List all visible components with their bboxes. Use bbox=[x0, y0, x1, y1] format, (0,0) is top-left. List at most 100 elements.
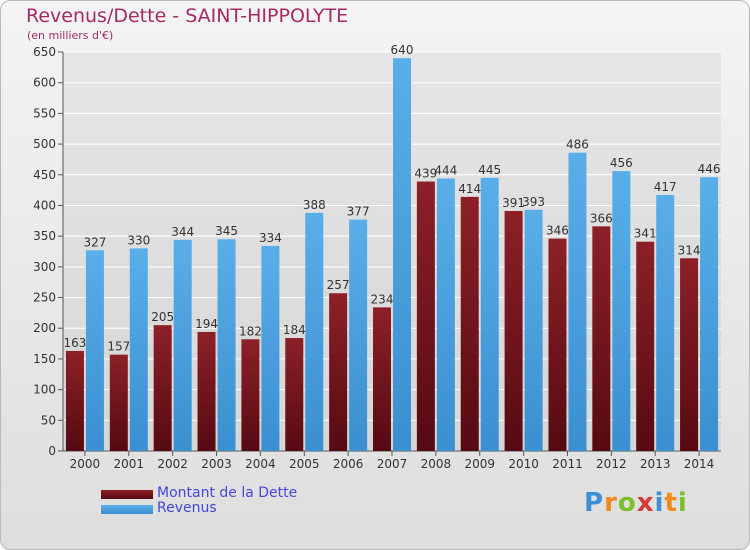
bar-revenus bbox=[129, 248, 148, 451]
data-label-revenus: 330 bbox=[127, 233, 150, 247]
x-tick-label: 2013 bbox=[640, 457, 671, 471]
bar-dette bbox=[416, 181, 435, 451]
data-label-revenus: 393 bbox=[522, 195, 545, 209]
y-tick-label: 450 bbox=[33, 168, 56, 182]
logo-letter: t bbox=[664, 488, 678, 518]
x-tick-label: 2002 bbox=[157, 457, 188, 471]
gridlines bbox=[63, 51, 721, 421]
data-label-revenus: 388 bbox=[303, 198, 326, 212]
y-axis: 0 50 100 150 200 250 300 350 400 450 500 550 600 650 bbox=[33, 45, 64, 458]
data-label-revenus: 444 bbox=[434, 163, 457, 177]
bar-dette bbox=[504, 210, 523, 451]
logo-letter: i bbox=[677, 488, 688, 518]
logo-letter: x bbox=[636, 488, 655, 518]
x-axis: 2000 2001 2002 2003 2004 2005 2006 2007 2008 2009… bbox=[58, 450, 721, 471]
data-label-dette: 182 bbox=[239, 324, 262, 338]
data-label-revenus: 640 bbox=[391, 43, 414, 57]
data-label-revenus: 334 bbox=[259, 231, 282, 245]
data-label-dette: 314 bbox=[678, 243, 701, 257]
data-label-revenus: 345 bbox=[215, 224, 238, 238]
bar-dette bbox=[241, 339, 260, 451]
bar-revenus bbox=[305, 212, 324, 451]
x-tick-label: 2005 bbox=[289, 457, 320, 471]
data-label-dette: 163 bbox=[63, 336, 86, 350]
plot-area bbox=[63, 52, 721, 450]
y-tick-label: 500 bbox=[33, 137, 56, 151]
y-tick-label: 250 bbox=[33, 291, 56, 305]
x-tick-label: 2007 bbox=[377, 457, 408, 471]
x-tick-label: 2000 bbox=[70, 457, 101, 471]
data-label-dette: 391 bbox=[502, 196, 525, 210]
bar-dette bbox=[592, 226, 611, 451]
bar-revenus bbox=[436, 178, 455, 451]
x-tick-label: 2008 bbox=[421, 457, 452, 471]
bar-dette bbox=[460, 196, 479, 451]
y-tick-label: 350 bbox=[33, 229, 56, 243]
data-label-dette: 184 bbox=[283, 323, 306, 337]
x-tick-label: 2003 bbox=[201, 457, 232, 471]
legend-swatch-dette bbox=[101, 490, 153, 499]
y-tick-label: 600 bbox=[33, 76, 56, 90]
data-label-revenus: 344 bbox=[171, 225, 194, 239]
x-tick-label: 2011 bbox=[552, 457, 583, 471]
proxiti-logo: Proxiti bbox=[584, 488, 688, 518]
data-label-revenus: 445 bbox=[478, 163, 501, 177]
data-label-revenus: 446 bbox=[698, 162, 721, 176]
bar-revenus bbox=[173, 239, 192, 451]
logo-letter: P bbox=[584, 488, 605, 518]
y-tick-label: 150 bbox=[33, 352, 56, 366]
bar-dette bbox=[285, 338, 304, 451]
bar-dette bbox=[109, 354, 128, 451]
data-label-revenus: 327 bbox=[83, 235, 106, 249]
data-label-dette: 205 bbox=[151, 310, 174, 324]
data-label-dette: 257 bbox=[327, 278, 350, 292]
logo-letter: r bbox=[604, 488, 618, 518]
bar-revenus bbox=[349, 219, 368, 451]
bar-revenus bbox=[612, 171, 631, 451]
legend-label-dette: Montant de la Dette bbox=[157, 485, 298, 501]
bar-revenus bbox=[480, 177, 499, 452]
bar-revenus bbox=[261, 245, 280, 451]
data-label-revenus: 456 bbox=[610, 156, 633, 170]
bar-revenus bbox=[568, 152, 587, 451]
data-label-dette: 414 bbox=[458, 182, 481, 196]
y-tick-label: 550 bbox=[33, 106, 56, 120]
bar-dette bbox=[329, 293, 348, 451]
data-label-dette: 439 bbox=[414, 167, 437, 181]
bar-revenus bbox=[217, 239, 236, 451]
data-label-dette: 366 bbox=[590, 211, 613, 225]
data-label-dette: 346 bbox=[546, 224, 569, 238]
data-labels: 163 327 157 330 205 344 194 345 182 334 184 388 257 3… bbox=[63, 43, 720, 353]
y-tick-label: 200 bbox=[33, 321, 56, 335]
x-tick-label: 2006 bbox=[333, 457, 364, 471]
chart-title: Revenus/Dette - SAINT-HIPPOLYTE bbox=[26, 5, 349, 27]
bar-revenus bbox=[393, 58, 411, 452]
bar-dette bbox=[153, 325, 172, 451]
bar-dette bbox=[197, 331, 216, 451]
data-label-revenus: 417 bbox=[654, 180, 677, 194]
x-tick-label: 2001 bbox=[114, 457, 145, 471]
data-label-dette: 157 bbox=[107, 340, 130, 354]
x-tick-label: 2010 bbox=[508, 457, 539, 471]
x-tick-label: 2009 bbox=[464, 457, 495, 471]
bar-dette bbox=[65, 350, 84, 451]
x-tick-label: 2012 bbox=[596, 457, 627, 471]
bar-revenus bbox=[524, 209, 543, 451]
bar-dette bbox=[680, 258, 699, 451]
legend-label-revenus: Revenus bbox=[157, 500, 217, 516]
data-label-dette: 341 bbox=[634, 227, 657, 241]
bar-dette bbox=[548, 238, 567, 451]
x-tick-label: 2004 bbox=[245, 457, 276, 471]
logo-letter: i bbox=[654, 488, 665, 518]
data-label-dette: 194 bbox=[195, 317, 218, 331]
y-tick-label: 650 bbox=[33, 45, 56, 59]
data-label-revenus: 486 bbox=[566, 138, 589, 152]
y-tick-label: 300 bbox=[33, 260, 56, 274]
legend-swatch-revenus bbox=[101, 505, 153, 514]
bar-dette bbox=[636, 241, 655, 451]
data-label-dette: 234 bbox=[371, 292, 394, 306]
y-tick-label: 100 bbox=[33, 383, 56, 397]
data-label-revenus: 377 bbox=[347, 205, 370, 219]
